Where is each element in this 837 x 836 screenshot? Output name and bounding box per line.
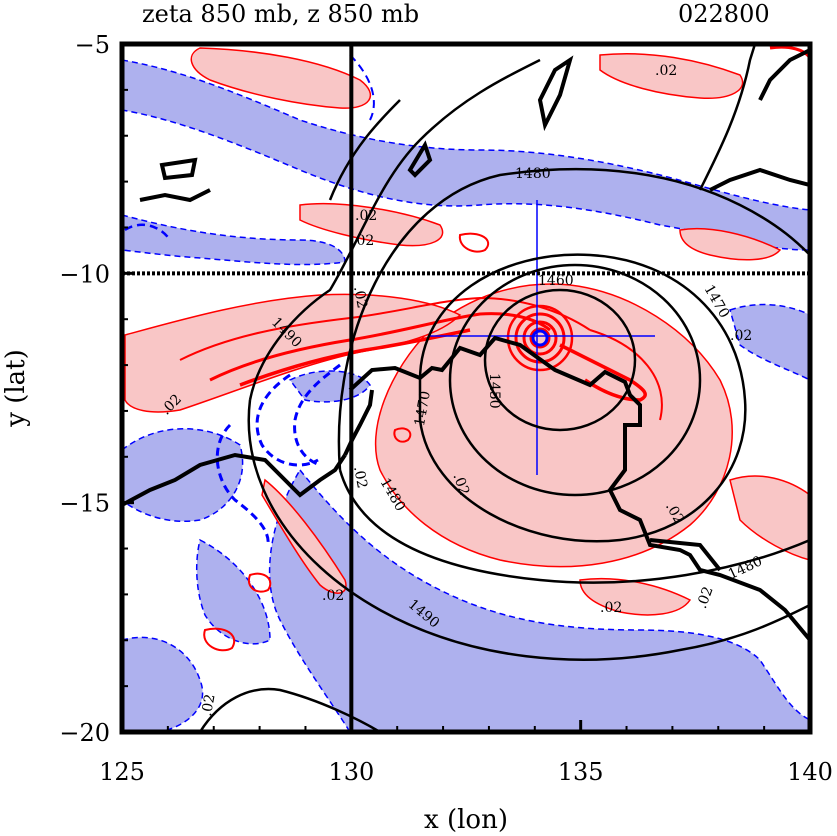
- coastline-arnhem: [122, 452, 347, 507]
- contour-label-zeta-3: .02: [352, 233, 374, 249]
- contour-label-zeta-9: .02: [730, 328, 752, 344]
- neg-region-central-south: [268, 468, 810, 732]
- neg-contour-west-inner: [293, 363, 341, 467]
- contour-label-zeta-1: .02: [655, 63, 677, 79]
- height-contour-north-top: [328, 99, 401, 201]
- height-contour-1480: [337, 167, 810, 471]
- plot-area: 1480 1460 1470 1450 1470 1480 1490 1480 …: [122, 44, 810, 732]
- height-contour-1490: [247, 399, 810, 661]
- chart-date-label: 022800: [678, 0, 770, 28]
- x-tick-label: 130: [328, 758, 374, 786]
- pos-contour-core-3: [514, 312, 566, 364]
- contour-label-zeta-2: .02: [355, 208, 377, 224]
- y-tick-label: −20: [59, 719, 110, 747]
- coastline-gulf-southeast: [649, 538, 722, 572]
- x-axis-label: x (lon): [424, 805, 508, 835]
- contour-label-1480-north: 1480: [515, 166, 551, 182]
- neg-contour-southwest: [215, 423, 270, 546]
- pos-region-shear-band: [124, 293, 462, 413]
- center-marker-ring: [531, 329, 549, 347]
- island-1: [537, 55, 574, 132]
- pos-contour-core-1: [529, 327, 551, 349]
- pos-contour-small-1: [393, 427, 412, 443]
- x-tick-label: 125: [99, 758, 145, 786]
- pos-region-southwest-streak: [261, 478, 347, 594]
- contour-label-zeta-10: .02: [600, 600, 622, 616]
- negative-vorticity-fills: [122, 59, 810, 732]
- pos-region-north: [190, 47, 372, 109]
- neg-contour-north: [349, 54, 375, 121]
- neg-contour-west: [255, 373, 319, 467]
- height-contour-southwest-low: [198, 687, 381, 732]
- contour-label-1450: 1450: [486, 373, 502, 409]
- chart-title: zeta 850 mb, z 850 mb: [142, 0, 419, 28]
- pos-contour-small-2: [247, 572, 272, 593]
- neg-region-north-band: [122, 59, 810, 251]
- pos-region-east: [729, 475, 810, 561]
- pos-contour-core-4: [506, 304, 574, 372]
- height-contour-1470: [418, 253, 747, 543]
- y-axis-label: y (lat): [1, 349, 31, 428]
- y-tick-label: −10: [59, 260, 110, 288]
- plot-frame: [119, 41, 813, 735]
- island-2: [407, 140, 433, 178]
- neg-region-southwest-low: [122, 636, 204, 732]
- cyclone-center-marker: [430, 200, 655, 475]
- coastline-cape-york: [348, 335, 810, 642]
- coastline-west-pocket: [139, 188, 211, 203]
- x-tick-label: 135: [558, 758, 604, 786]
- x-tick-label: 140: [787, 758, 833, 786]
- pos-contour-small-3: [203, 627, 235, 652]
- contour-label-1460: 1460: [538, 273, 574, 289]
- y-tick-label: −15: [59, 490, 110, 518]
- neg-contour-northwest: [124, 223, 172, 241]
- pos-region-upper-right: [679, 227, 782, 261]
- pos-contour-band-outer: [179, 296, 591, 361]
- y-tick-label: −5: [75, 31, 110, 59]
- island-3: [159, 157, 198, 181]
- height-contour-1480-south: [338, 469, 810, 584]
- neg-region-south-mid: [195, 538, 271, 645]
- coastline-northeast: [758, 48, 810, 101]
- pos-contour-streak-east: [559, 343, 647, 402]
- contour-label-zeta-7: .02: [450, 471, 473, 497]
- pos-region-northeast: [599, 52, 744, 99]
- height-contour-east-top: [698, 44, 757, 191]
- neg-region-east-small: [729, 303, 810, 381]
- contour-label-zeta-4: .02: [350, 285, 370, 310]
- y-axis: −5 −10 −15 −20: [59, 31, 134, 747]
- contour-label-zeta-6: .02: [350, 465, 370, 490]
- pos-contour-core-2: [522, 320, 558, 356]
- height-contour-1490-north: [248, 58, 541, 401]
- pos-contour-small-4: [458, 232, 490, 253]
- height-contour-1450: [483, 288, 637, 432]
- height-contours: [198, 44, 810, 732]
- x-axis: 125 130 135 140: [99, 720, 833, 786]
- height-contour-1460: [448, 263, 702, 497]
- contour-label-zeta-13: .02: [694, 584, 717, 610]
- contour-label-1470-west: 1470: [412, 390, 434, 428]
- contour-label-zeta-12: .02: [199, 693, 219, 718]
- coastline-png: [709, 167, 810, 192]
- contour-label-zeta-11: .02: [322, 588, 344, 604]
- negative-vorticity-contours: [124, 54, 375, 546]
- reference-lines: [122, 44, 810, 732]
